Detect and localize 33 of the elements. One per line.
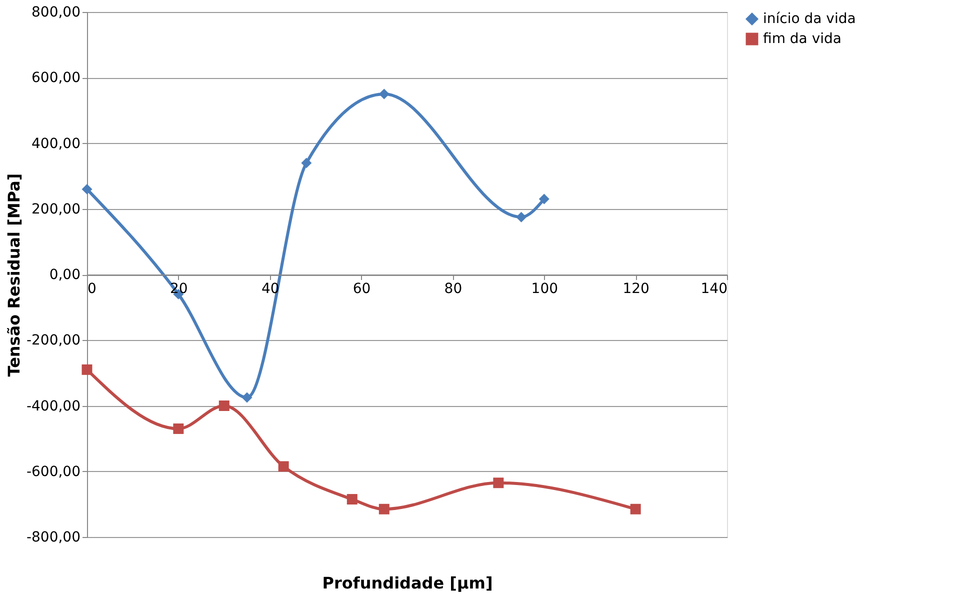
legend-label: início da vida xyxy=(763,11,856,27)
point xyxy=(242,392,252,403)
y-tick-label: -400,00 xyxy=(26,398,80,414)
x-tick-label: 80 xyxy=(444,281,462,297)
x-tick-label: 60 xyxy=(352,281,371,297)
point xyxy=(378,88,390,100)
y-tick-label: 200,00 xyxy=(32,201,80,218)
point xyxy=(82,184,92,194)
x-tick-label: 0 xyxy=(88,281,96,297)
point xyxy=(173,423,184,434)
point xyxy=(493,478,504,488)
point xyxy=(516,212,527,222)
point xyxy=(378,504,390,514)
x-tick-label: 100 xyxy=(531,281,558,297)
x-tick-label: 120 xyxy=(622,281,650,297)
point xyxy=(218,400,230,411)
point xyxy=(538,194,550,204)
point xyxy=(346,494,358,505)
point xyxy=(301,158,312,168)
y-tick-label: 800,00 xyxy=(32,4,80,20)
point xyxy=(82,364,92,375)
y-tick-label: 0,00 xyxy=(49,267,80,283)
y-tick-label: 600,00 xyxy=(32,70,80,86)
x-axis-title: Profundidade [µm] xyxy=(322,574,493,592)
point xyxy=(630,504,641,514)
y-tick-label: -200,00 xyxy=(26,332,80,349)
y-tick-label: -800,00 xyxy=(26,530,80,546)
y-axis-title: Tensão Residual [MPa] xyxy=(4,173,24,377)
legend-label: fim da vida xyxy=(763,31,842,47)
point xyxy=(278,461,289,472)
x-tick-label: 140 xyxy=(700,281,728,297)
y-tick-label: 400,00 xyxy=(32,136,80,152)
y-tick-label: -600,00 xyxy=(26,464,80,480)
